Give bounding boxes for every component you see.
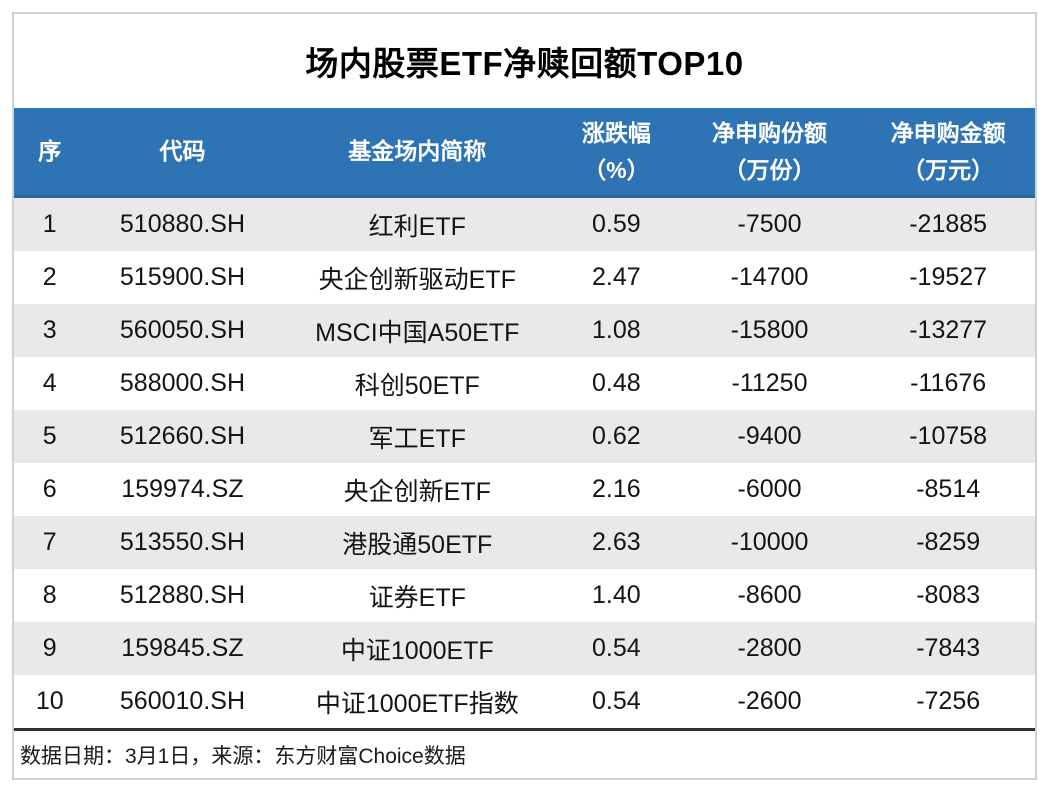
cell-code: 560010.SH: [119, 687, 246, 715]
cell-change-pct: 2.47: [592, 263, 641, 291]
page-title: 场内股票ETF净赎回额TOP10: [305, 45, 744, 82]
cell-net-amount: -11676: [910, 369, 987, 397]
table-row: 8 512880.SH 证券ETF 1.40 -8600 -8083: [14, 569, 1035, 622]
cell-code: 512660.SH: [119, 422, 246, 450]
column-header-unit: （万份）: [723, 156, 816, 183]
cell-change-pct: 0.59: [592, 210, 641, 238]
cell-fund-name: 央企创新驱动ETF: [318, 265, 516, 294]
cell-net-shares: -10000: [730, 528, 809, 556]
cell-code: 159845.SZ: [121, 634, 244, 662]
cell-fund-name: 中证1000ETF: [340, 636, 494, 665]
table-row: 2 515900.SH 央企创新驱动ETF 2.47 -14700 -19527: [14, 251, 1035, 304]
title-section: 场内股票ETF净赎回额TOP10: [14, 14, 1035, 108]
cell-code: 512880.SH: [119, 581, 246, 609]
cell-rank: 9: [42, 634, 57, 662]
etf-table-card: 场内股票ETF净赎回额TOP10 序 代码 基金场内简称 涨跌幅 （%） 净申购…: [12, 12, 1037, 780]
table-row: 3 560050.SH MSCI中国A50ETF 1.08 -15800 -13…: [14, 304, 1035, 357]
table-row: 10 560010.SH 中证1000ETF指数 0.54 -2600 -725…: [14, 675, 1035, 728]
cell-code: 159974.SZ: [121, 475, 244, 503]
cell-net-shares: -15800: [730, 316, 809, 344]
table-row: 6 159974.SZ 央企创新ETF 2.16 -6000 -8514: [14, 463, 1035, 516]
column-header-change-pct: 涨跌幅 （%）: [555, 108, 678, 195]
cell-net-shares: -7500: [737, 210, 802, 238]
cell-net-shares: -2600: [737, 687, 802, 715]
cell-rank: 3: [42, 316, 57, 344]
cell-rank: 4: [42, 369, 57, 397]
cell-fund-name: 红利ETF: [368, 212, 466, 241]
cell-fund-name: 证券ETF: [368, 583, 466, 612]
table-body: 1 510880.SH 红利ETF 0.59 -7500 -21885 2 51…: [14, 198, 1035, 728]
cell-net-amount: -7843: [916, 634, 981, 662]
table-row: 7 513550.SH 港股通50ETF 2.63 -10000 -8259: [14, 516, 1035, 569]
column-header-unit: （万元）: [902, 156, 995, 183]
cell-net-amount: -7256: [916, 687, 981, 715]
table-row: 9 159845.SZ 中证1000ETF 0.54 -2800 -7843: [14, 622, 1035, 675]
cell-rank: 6: [42, 475, 57, 503]
table-header-row: 序 代码 基金场内简称 涨跌幅 （%） 净申购份额 （万份） 净申购金额 （万元…: [14, 108, 1035, 198]
cell-rank: 10: [35, 687, 64, 715]
cell-net-amount: -13277: [909, 316, 988, 344]
cell-change-pct: 1.08: [592, 316, 641, 344]
cell-net-amount: -8259: [916, 528, 981, 556]
cell-rank: 5: [42, 422, 57, 450]
footer-section: 数据日期：3月1日，来源：东方财富Choice数据: [14, 731, 1035, 778]
cell-net-amount: -10758: [909, 422, 988, 450]
column-header-label: 基金场内简称: [348, 138, 487, 165]
column-header-label: 净申购金额: [890, 119, 1006, 146]
cell-rank: 8: [42, 581, 57, 609]
cell-code: 515900.SH: [119, 263, 246, 291]
cell-fund-name: 军工ETF: [368, 424, 466, 453]
column-header-unit: （%）: [583, 156, 650, 183]
table-row: 4 588000.SH 科创50ETF 0.48 -11250 -11676: [14, 357, 1035, 410]
cell-rank: 2: [42, 263, 57, 291]
cell-code: 588000.SH: [119, 369, 246, 397]
cell-fund-name: 港股通50ETF: [342, 530, 493, 559]
cell-code: 513550.SH: [119, 528, 246, 556]
column-header-label: 序: [38, 138, 62, 165]
cell-net-shares: -9400: [737, 422, 802, 450]
column-header-label: 代码: [159, 138, 206, 165]
data-source-note: 数据日期：3月1日，来源：东方财富Choice数据: [20, 744, 466, 768]
column-header-net-amount: 净申购金额 （万元）: [861, 108, 1035, 195]
column-header-fund-name: 基金场内简称: [279, 108, 555, 195]
column-header-rank: 序: [14, 108, 85, 195]
cell-net-amount: -8083: [916, 581, 981, 609]
table-row: 1 510880.SH 红利ETF 0.59 -7500 -21885: [14, 198, 1035, 251]
cell-fund-name: 中证1000ETF指数: [315, 689, 519, 718]
table-row: 5 512660.SH 军工ETF 0.62 -9400 -10758: [14, 410, 1035, 463]
column-header-net-shares: 净申购份额 （万份）: [678, 108, 862, 195]
cell-change-pct: 0.54: [592, 687, 641, 715]
cell-rank: 7: [42, 528, 57, 556]
column-header-label: 净申购份额: [712, 119, 827, 146]
cell-fund-name: MSCI中国A50ETF: [315, 318, 520, 347]
cell-code: 560050.SH: [119, 316, 246, 344]
cell-net-amount: -21885: [909, 210, 988, 238]
cell-net-shares: -11250: [731, 369, 808, 397]
column-header-label: 涨跌幅: [581, 119, 651, 146]
cell-net-shares: -2800: [737, 634, 802, 662]
cell-net-amount: -8514: [916, 475, 981, 503]
cell-code: 510880.SH: [119, 210, 246, 238]
cell-change-pct: 1.40: [592, 581, 641, 609]
footer-divider: [14, 728, 1035, 731]
cell-change-pct: 0.48: [592, 369, 641, 397]
cell-net-shares: -6000: [737, 475, 802, 503]
cell-net-shares: -8600: [737, 581, 802, 609]
cell-fund-name: 央企创新ETF: [343, 477, 491, 506]
cell-fund-name: 科创50ETF: [354, 371, 480, 400]
cell-change-pct: 2.16: [592, 475, 641, 503]
cell-change-pct: 2.63: [592, 528, 641, 556]
cell-change-pct: 0.62: [592, 422, 641, 450]
cell-net-amount: -19527: [909, 263, 988, 291]
cell-rank: 1: [42, 210, 57, 238]
cell-net-shares: -14700: [730, 263, 809, 291]
column-header-code: 代码: [85, 108, 279, 195]
cell-change-pct: 0.54: [592, 634, 641, 662]
